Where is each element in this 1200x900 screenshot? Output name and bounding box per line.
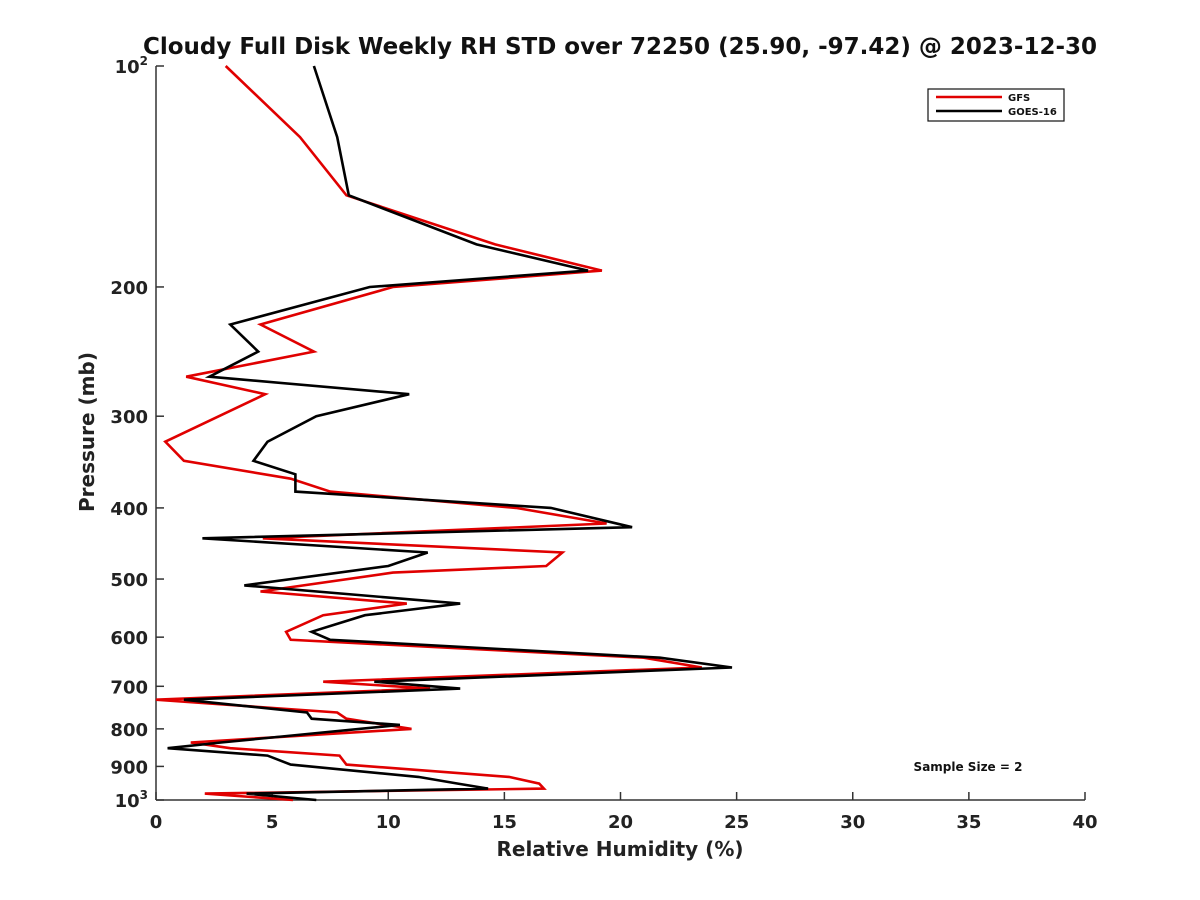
plot-area: [155, 66, 1085, 801]
y-tick-label: 800: [110, 720, 148, 741]
legend-label: GOES-16: [1008, 107, 1057, 118]
series-line-gfs: [155, 65, 703, 802]
series-layer: [155, 65, 733, 802]
y-tick-label: 102: [115, 54, 148, 78]
legend: GFS GOES-16: [927, 88, 1065, 122]
x-tick-label: 15: [492, 812, 517, 833]
y-tick-label: 200: [110, 278, 148, 299]
x-tick-label: 10: [376, 812, 401, 833]
y-tick-label: 900: [110, 757, 148, 778]
x-tick-label: 5: [266, 812, 279, 833]
x-axis-ticks: 0 5 10 15 20 25 30 35 40: [150, 792, 1098, 833]
y-axis-ticks: 102 200 300 400 500 600 700 800 900 103: [110, 54, 164, 812]
x-tick-label: 30: [840, 812, 865, 833]
legend-label: GFS: [1008, 93, 1030, 104]
x-axis-label: Relative Humidity (%): [496, 837, 743, 861]
y-tick-label: 400: [110, 499, 148, 520]
legend-box: [927, 88, 1065, 122]
x-tick-label: 20: [608, 812, 633, 833]
y-tick-label: 103: [115, 788, 148, 812]
y-tick-label: 500: [110, 570, 148, 591]
y-tick-label: 700: [110, 677, 148, 698]
x-tick-label: 25: [724, 812, 749, 833]
y-tick-label: 600: [110, 628, 148, 649]
x-tick-label: 0: [150, 812, 163, 833]
chart-title: Cloudy Full Disk Weekly RH STD over 7225…: [143, 34, 1097, 60]
y-tick-label: 300: [110, 407, 148, 428]
y-axis-label: Pressure (mb): [75, 352, 99, 512]
series-line-goes-16: [167, 65, 733, 802]
sample-size-annotation: Sample Size = 2: [914, 760, 1023, 774]
x-tick-label: 35: [956, 812, 981, 833]
x-tick-label: 40: [1072, 812, 1097, 833]
